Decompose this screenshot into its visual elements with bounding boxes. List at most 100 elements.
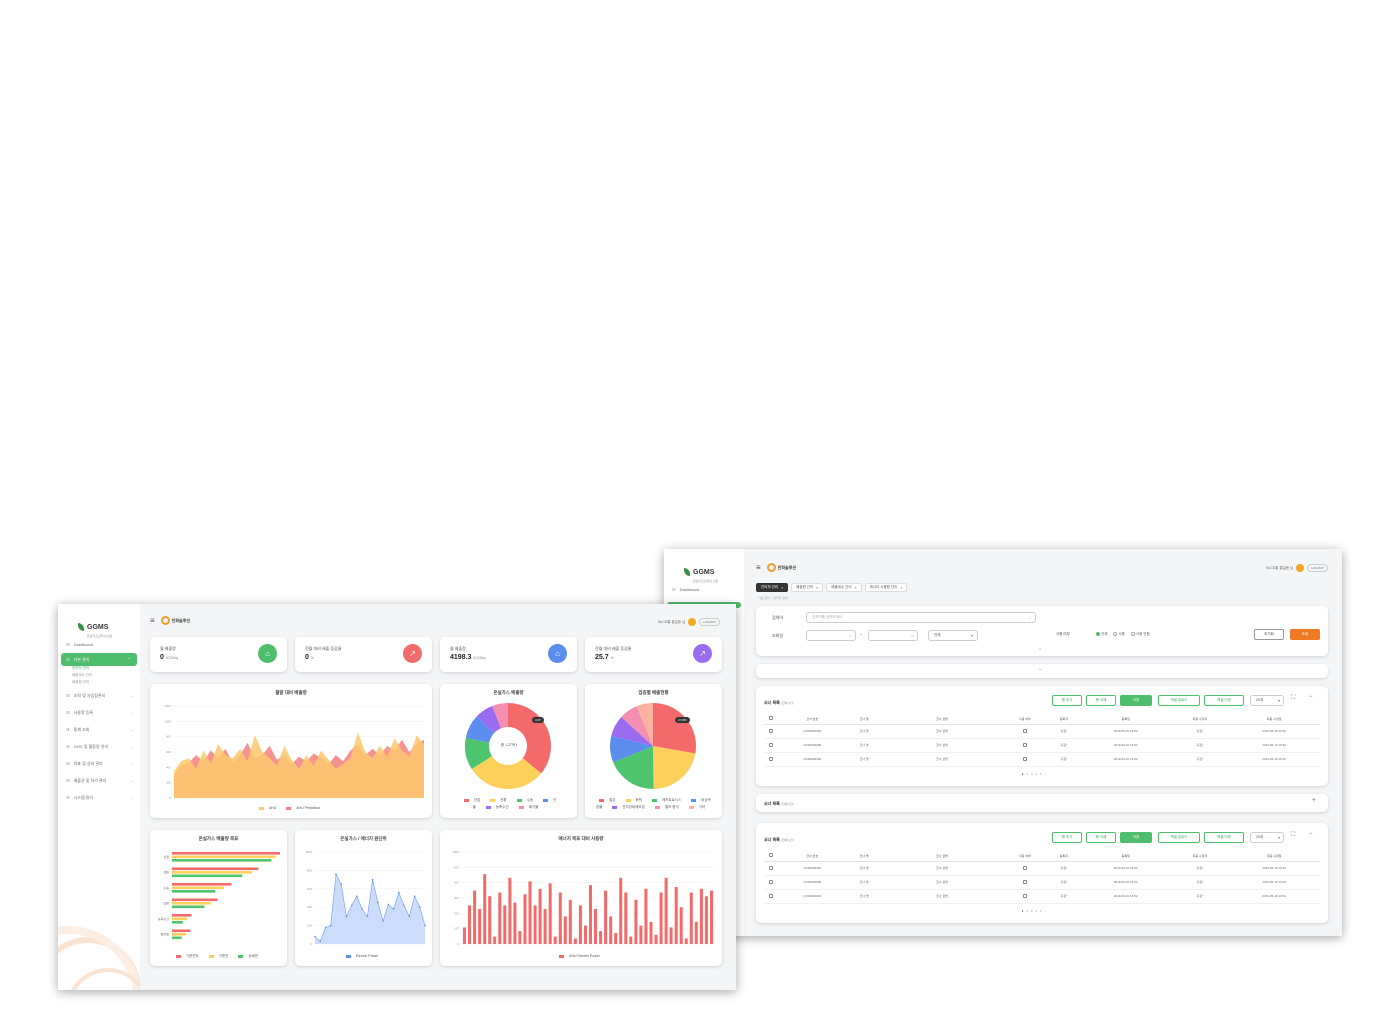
legend-item[interactable]: AHU bbox=[258, 806, 279, 810]
column-header[interactable]: 최종 수정자 bbox=[1171, 714, 1229, 725]
collapse-icon[interactable]: ⌃ bbox=[1038, 648, 1043, 654]
sidebar-item-ghg[interactable]: ☷ GHG 및 활동량 관리 ⌄ bbox=[58, 738, 140, 755]
table-row[interactable]: CN00000099 코너 명 코너 설명 홍길* 2019-05-10 16:52 홍길… bbox=[764, 752, 1320, 767]
page-size-select[interactable]: 20개 ▾ bbox=[1250, 695, 1284, 706]
radio-unused[interactable]: 사용 안함 bbox=[1130, 632, 1150, 637]
column-header[interactable]: 최종 수정일 bbox=[1228, 851, 1320, 862]
excel-download-button[interactable]: 엑셀 다운 bbox=[1204, 832, 1244, 843]
sidebar-item-system[interactable]: ☷ 시스템 관리 ⌄ bbox=[58, 789, 140, 806]
page-number[interactable]: 1 bbox=[1021, 772, 1025, 776]
fullscreen-icon[interactable]: ⛶ bbox=[1291, 695, 1296, 701]
row-checkbox[interactable] bbox=[764, 724, 778, 739]
minimize-icon[interactable]: − bbox=[1309, 694, 1313, 700]
legend-item[interactable]: AHU Electric Power bbox=[559, 954, 603, 958]
next-icon[interactable]: › bbox=[1044, 909, 1047, 913]
table-row[interactable]: CN00000099 코너 명 코너 설명 홍길* 2019-05-10 16:52 홍길… bbox=[764, 889, 1320, 904]
next-icon[interactable]: › bbox=[1044, 772, 1047, 776]
sidebar-item-basic[interactable]: ☷ 기본 관리 ⌃ bbox=[61, 653, 137, 666]
calendar-icon[interactable]: ▭ bbox=[910, 633, 914, 638]
sidebar-item-goal[interactable]: ☷ 목표 및 성과 관리 ⌄ bbox=[58, 755, 140, 772]
tab-emission-source[interactable]: 배출원 관리 × bbox=[791, 583, 824, 592]
legend-item[interactable]: 폐기물 bbox=[518, 805, 542, 809]
avatar[interactable] bbox=[688, 618, 697, 626]
radio-use[interactable]: 사용 bbox=[1113, 632, 1125, 637]
column-header[interactable]: 사용 여부 bbox=[1001, 851, 1048, 862]
keyword-input[interactable]: 검색어를 입력하세요. ⌕ bbox=[806, 612, 1036, 623]
tab-admin[interactable]: 관리자 관리 × bbox=[756, 583, 789, 592]
plus-icon[interactable]: + bbox=[1311, 797, 1316, 804]
legend-item[interactable]: 철강 bbox=[599, 798, 618, 802]
excel-upload-button[interactable]: 엑셀 업로드 bbox=[1158, 695, 1200, 706]
excel-download-button[interactable]: 엑셀 다운 bbox=[1204, 695, 1244, 706]
column-header[interactable]: 등록자 bbox=[1047, 851, 1080, 862]
page-size-select[interactable]: 20개 ▾ bbox=[1250, 832, 1284, 843]
column-header[interactable]: 코너 설명 bbox=[881, 714, 1002, 725]
save-button[interactable]: 저장 bbox=[1120, 832, 1152, 843]
column-header[interactable]: 코너 명 bbox=[846, 851, 882, 862]
cell-use[interactable] bbox=[1001, 752, 1048, 767]
legend-item[interactable]: 상쇄안 bbox=[238, 954, 261, 958]
column-header[interactable]: 등록일 bbox=[1079, 714, 1172, 725]
page-number[interactable]: 4 bbox=[1035, 772, 1039, 776]
page-number[interactable]: 4 bbox=[1035, 909, 1039, 913]
range-select[interactable]: 전체 ▾ bbox=[928, 630, 978, 641]
hamburger-icon[interactable]: ≡ bbox=[150, 616, 155, 625]
close-icon[interactable]: × bbox=[900, 585, 903, 590]
page-number[interactable]: 3 bbox=[1030, 772, 1034, 776]
legend-item[interactable]: 비금속광물 bbox=[596, 798, 711, 809]
row-checkbox[interactable] bbox=[764, 861, 778, 876]
legend-item[interactable]: 산업 bbox=[463, 798, 483, 802]
prev-icon[interactable]: ‹ bbox=[1018, 909, 1020, 913]
sidebar-item-stats[interactable]: ☷ 통계 조회 ⌄ bbox=[58, 721, 140, 738]
page-number[interactable]: 2 bbox=[1026, 772, 1030, 776]
search-icon[interactable]: ⌕ bbox=[1029, 615, 1031, 620]
close-icon[interactable]: × bbox=[854, 585, 857, 590]
legend-item[interactable]: 수송 bbox=[516, 798, 536, 802]
save-button[interactable]: 저장 bbox=[1120, 695, 1152, 706]
cell-use[interactable] bbox=[1001, 889, 1048, 904]
page-number[interactable]: 5 bbox=[1039, 772, 1043, 776]
tab-energy-usage[interactable]: 에너지 사용량 관리 × bbox=[864, 583, 908, 592]
legend-item[interactable]: 기준연도 bbox=[175, 954, 202, 958]
legend-item[interactable]: 전자장비제조업 bbox=[612, 805, 648, 809]
sidebar-item-org[interactable]: ☷ 조직 및 사업장관리 ⌄ bbox=[58, 687, 140, 704]
row-checkbox[interactable] bbox=[764, 875, 778, 890]
add-row-button[interactable]: 행 추가 bbox=[1052, 832, 1082, 843]
legend-item[interactable]: 건물 bbox=[473, 798, 557, 809]
column-header[interactable]: 등록자 bbox=[1047, 714, 1080, 725]
page-number[interactable]: 5 bbox=[1039, 909, 1043, 913]
header-checkbox[interactable] bbox=[764, 851, 778, 862]
legend-item[interactable]: 화학 bbox=[625, 798, 645, 802]
tab-emission-factor[interactable]: 배출계수 관리 × bbox=[826, 583, 862, 592]
end-date-input[interactable]: ▭ bbox=[868, 630, 918, 641]
logout-button[interactable]: LOGOUT bbox=[699, 618, 720, 626]
sidebar-item-usage[interactable]: ☷ 사용량 등록 ⌄ bbox=[58, 704, 140, 721]
table-row[interactable]: CN00000099 코너 명 코너 설명 홍길* 2019-05-10 16:52 홍길… bbox=[764, 875, 1320, 890]
legend-item[interactable]: 펄프 종이 bbox=[654, 805, 682, 809]
page-number[interactable]: 1 bbox=[1021, 909, 1025, 913]
page-number[interactable]: 3 bbox=[1030, 909, 1034, 913]
delete-row-button[interactable]: 행 삭제 bbox=[1086, 695, 1116, 706]
table-row[interactable]: CN00000099 코너 명 코너 설명 홍길* 2019-05-10 16:52 홍길… bbox=[764, 724, 1320, 739]
calendar-icon[interactable]: ▭ bbox=[848, 633, 852, 638]
close-icon[interactable]: × bbox=[816, 585, 819, 590]
sidebar-subitem[interactable]: 배출원 관리 bbox=[72, 680, 90, 684]
row-checkbox[interactable] bbox=[764, 752, 778, 767]
sidebar-item-dashboard[interactable]: ☷ Dashboard bbox=[664, 581, 744, 598]
column-header[interactable]: 사용 여부 bbox=[1001, 714, 1048, 725]
legend-item[interactable]: 농축수산 bbox=[485, 805, 512, 809]
add-row-button[interactable]: 행 추가 bbox=[1052, 695, 1082, 706]
cell-use[interactable] bbox=[1001, 861, 1048, 876]
legend-item[interactable]: 전환 bbox=[490, 798, 509, 802]
expand-icon[interactable]: ⌄ bbox=[1038, 666, 1043, 672]
row-checkbox[interactable] bbox=[764, 738, 778, 753]
cell-use[interactable] bbox=[1001, 875, 1048, 890]
prev-icon[interactable]: ‹ bbox=[1018, 772, 1020, 776]
sidebar-item-dashboard[interactable]: ☷ Dashboard bbox=[58, 636, 140, 653]
delete-row-button[interactable]: 행 삭제 bbox=[1086, 832, 1116, 843]
cell-use[interactable] bbox=[1001, 724, 1048, 739]
legend-item[interactable]: AHU Prediction bbox=[286, 806, 323, 810]
fullscreen-icon[interactable]: ⛶ bbox=[1291, 832, 1296, 838]
column-header[interactable]: 코너 번호 bbox=[778, 851, 847, 862]
header-checkbox[interactable] bbox=[764, 714, 778, 725]
